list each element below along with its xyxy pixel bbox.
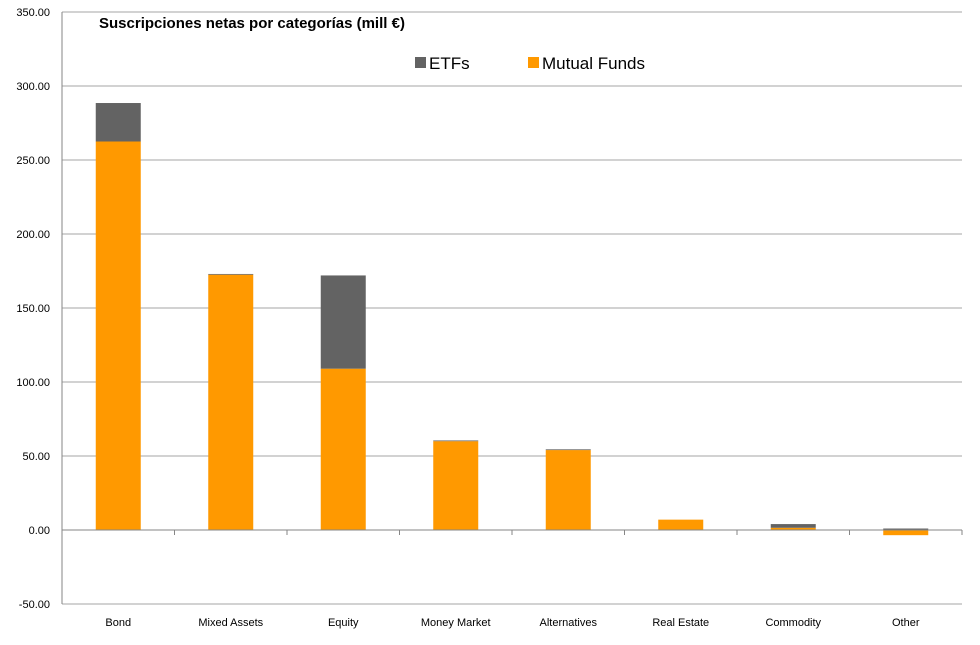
x-tick-label: Money Market bbox=[421, 617, 491, 629]
y-tick-label: 350.00 bbox=[16, 7, 50, 19]
bar-mutual-funds bbox=[433, 441, 479, 530]
bar-etfs bbox=[433, 440, 479, 442]
legend: ETFs Mutual Funds bbox=[415, 54, 645, 73]
y-tick-label: 50.00 bbox=[22, 451, 50, 463]
y-tick-label: 0.00 bbox=[29, 525, 50, 537]
legend-swatch bbox=[528, 57, 539, 68]
legend-swatch bbox=[415, 57, 426, 68]
legend-label: Mutual Funds bbox=[542, 54, 645, 73]
chart-title: Suscripciones netas por categorías (mill… bbox=[99, 15, 405, 32]
bar-etfs bbox=[208, 273, 254, 275]
y-tick-label: 300.00 bbox=[16, 81, 50, 93]
y-tick-label: 100.00 bbox=[16, 377, 50, 389]
bar-etfs bbox=[883, 528, 929, 530]
bar-mutual-funds bbox=[545, 450, 591, 530]
x-tick-label: Alternatives bbox=[540, 617, 598, 629]
bar-etfs bbox=[770, 524, 816, 528]
x-tick-label: Bond bbox=[105, 617, 131, 629]
bar-etfs bbox=[95, 103, 141, 142]
bars bbox=[95, 103, 929, 536]
bar-mutual-funds bbox=[95, 141, 141, 530]
bar-mutual-funds bbox=[208, 274, 254, 530]
bar-mutual-funds bbox=[770, 527, 816, 530]
bar-mutual-funds bbox=[320, 368, 366, 530]
bar-mutual-funds bbox=[658, 519, 704, 530]
y-tick-label: 150.00 bbox=[16, 303, 50, 315]
x-tick-label: Commodity bbox=[765, 617, 821, 629]
gridlines bbox=[62, 11, 962, 605]
y-tick-label: 200.00 bbox=[16, 229, 50, 241]
legend-label: ETFs bbox=[429, 54, 470, 73]
bar-etfs bbox=[320, 275, 366, 369]
bar-etfs bbox=[545, 449, 591, 451]
x-tick-label: Equity bbox=[328, 617, 359, 629]
bar-mutual-funds bbox=[883, 530, 929, 536]
y-tick-label: -50.00 bbox=[19, 599, 50, 611]
x-tick-label: Mixed Assets bbox=[198, 617, 263, 629]
y-tick-label: 250.00 bbox=[16, 155, 50, 167]
x-tick-label: Real Estate bbox=[652, 617, 709, 629]
x-tick-label: Other bbox=[892, 617, 920, 629]
axes: -50.00 0.00 50.00 100.00 150.00 200.00 250.00 3… bbox=[16, 7, 963, 629]
